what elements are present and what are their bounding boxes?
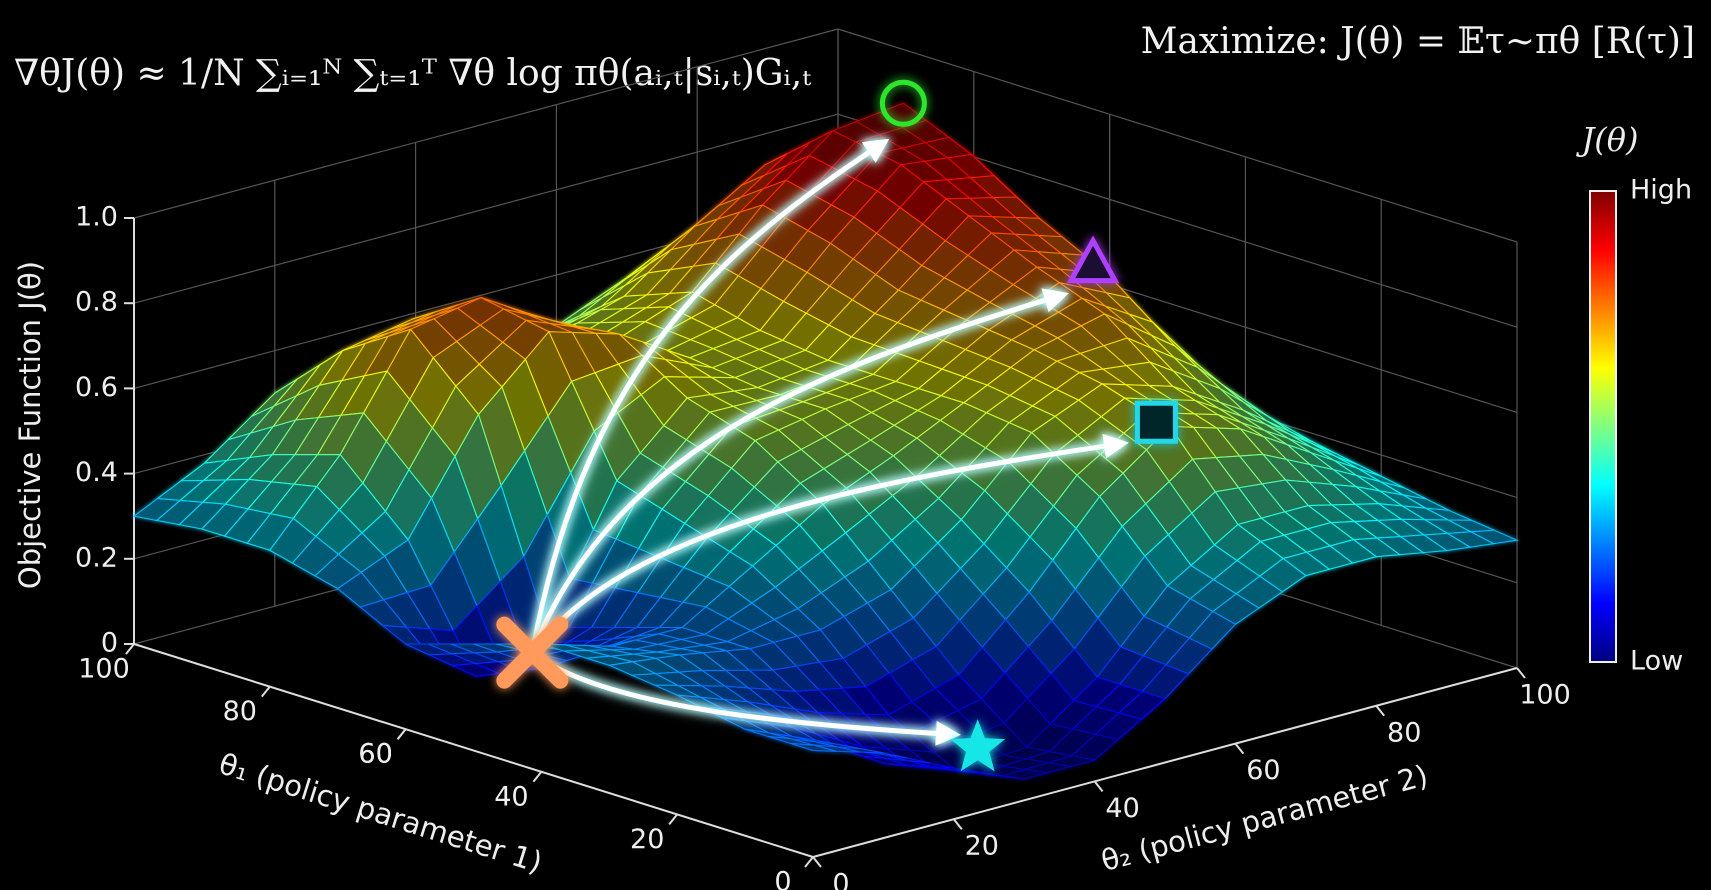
- y-tick-label: 80: [1387, 717, 1421, 748]
- y-tick: [1235, 744, 1243, 754]
- z-tick-label: 1.0: [75, 202, 118, 233]
- page: ∇θJ(θ) ≈ 1/N ∑ᵢ₌₁ᴺ ∑ₜ₌₁ᵀ ∇θ log πθ(aᵢ,ₜ|…: [0, 0, 1711, 890]
- x-tick: [262, 687, 270, 697]
- x-tick-label: 40: [494, 781, 528, 812]
- y-tick: [954, 819, 962, 829]
- x-tick-label: 20: [630, 824, 664, 855]
- x-tick-label: 100: [78, 654, 130, 685]
- x-tick-label: 80: [223, 696, 257, 727]
- y-tick-label: 100: [1519, 680, 1571, 711]
- x-tick: [398, 729, 406, 739]
- surface: [134, 103, 1517, 779]
- y-tick-label: 60: [1246, 755, 1280, 786]
- y-tick-label: 40: [1105, 793, 1139, 824]
- y-tick: [813, 857, 821, 867]
- x-tick-label: 0: [774, 867, 791, 890]
- z-tick-label: 0.4: [75, 457, 118, 488]
- chart: ∇θJ(θ) ≈ 1/N ∑ᵢ₌₁ᴺ ∑ₜ₌₁ᵀ ∇θ log πθ(aᵢ,ₜ|…: [0, 0, 1711, 890]
- y-tick-label: 20: [965, 831, 999, 862]
- y-tick: [1376, 706, 1384, 716]
- formula-left: ∇θJ(θ) ≈ 1/N ∑ᵢ₌₁ᴺ ∑ₜ₌₁ᵀ ∇θ log πθ(aᵢ,ₜ|…: [14, 53, 811, 94]
- colorbar-title: J(θ): [1575, 121, 1638, 159]
- x-tick: [126, 644, 134, 654]
- z-axis-label: Objective Function J(θ): [13, 261, 47, 589]
- y-tick: [1517, 668, 1525, 678]
- goal-marker: [1137, 403, 1175, 441]
- x-tick: [533, 772, 541, 782]
- formula-right: Maximize: J(θ) = 𝔼τ∼πθ [R(τ)]: [1141, 21, 1695, 62]
- x-tick-label: 60: [358, 739, 392, 770]
- colorbar-high: High: [1630, 175, 1692, 206]
- x-tick: [805, 857, 813, 867]
- z-tick-label: 0.8: [75, 287, 118, 318]
- z-tick-label: 0.6: [75, 372, 118, 403]
- y-tick: [1095, 781, 1103, 791]
- colorbar-low: Low: [1630, 646, 1683, 677]
- colorbar: [1590, 191, 1616, 662]
- z-tick-label: 0.2: [75, 542, 118, 573]
- y-tick-label: 0: [832, 869, 849, 890]
- x-tick: [669, 814, 677, 824]
